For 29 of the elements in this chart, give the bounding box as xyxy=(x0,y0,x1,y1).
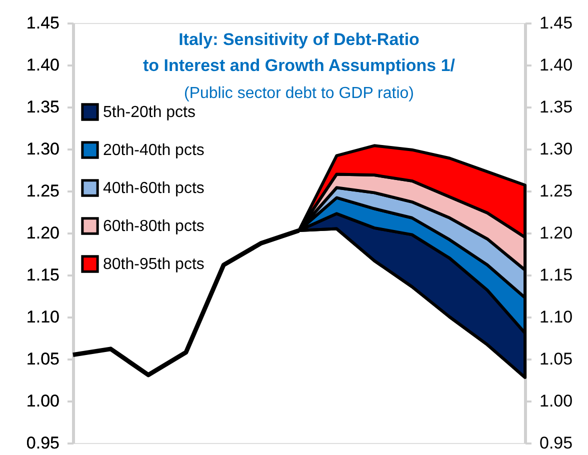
y-tick-label: 1.35 xyxy=(26,98,60,116)
y-tick-label: 1.05 xyxy=(26,350,60,368)
y2-tick-label: 1.05 xyxy=(540,350,573,368)
legend-label: 80th-95th pcts xyxy=(103,256,204,273)
y2-tick-label: 1.20 xyxy=(540,224,573,242)
y-tick-label: 1.45 xyxy=(26,14,60,32)
y2-tick-label: 0.95 xyxy=(540,434,573,452)
y-tick-label: 1.40 xyxy=(26,56,60,74)
legend-label: 60th-80th pcts xyxy=(103,218,204,235)
text: Italy: Sensitivity of Debt-Ratio to Interest and Growth Assumptions 1/ xyxy=(142,30,456,75)
y-tick-label: 0.95 xyxy=(26,434,60,452)
y2-tick-label: 1.15 xyxy=(540,266,573,284)
y2-tick-label: 1.25 xyxy=(540,182,573,200)
y-tick-label: 1.10 xyxy=(26,308,60,326)
y2-tick-label: 1.35 xyxy=(540,98,573,116)
y-tick-label: 1.15 xyxy=(26,266,60,284)
y-tick-label: 1.30 xyxy=(26,140,60,158)
y2-tick-label: 1.00 xyxy=(540,392,573,410)
y-tick-label: 1.25 xyxy=(26,182,60,200)
y-tick-label: 1.00 xyxy=(26,392,60,410)
legend-label: 20th-40th pcts xyxy=(103,142,204,159)
y2-tick-label: 1.10 xyxy=(540,308,573,326)
y2-tick-label: 1.30 xyxy=(540,140,573,158)
y-tick-label: 1.20 xyxy=(26,224,60,242)
y2-tick-label: 1.40 xyxy=(540,56,573,74)
legend-label: 40th-60th pcts xyxy=(103,180,204,197)
text: (Public sector debt to GDP ratio) xyxy=(184,85,414,102)
y2-tick-label: 1.45 xyxy=(540,14,573,32)
legend-label: 5th-20th pcts xyxy=(103,104,196,121)
